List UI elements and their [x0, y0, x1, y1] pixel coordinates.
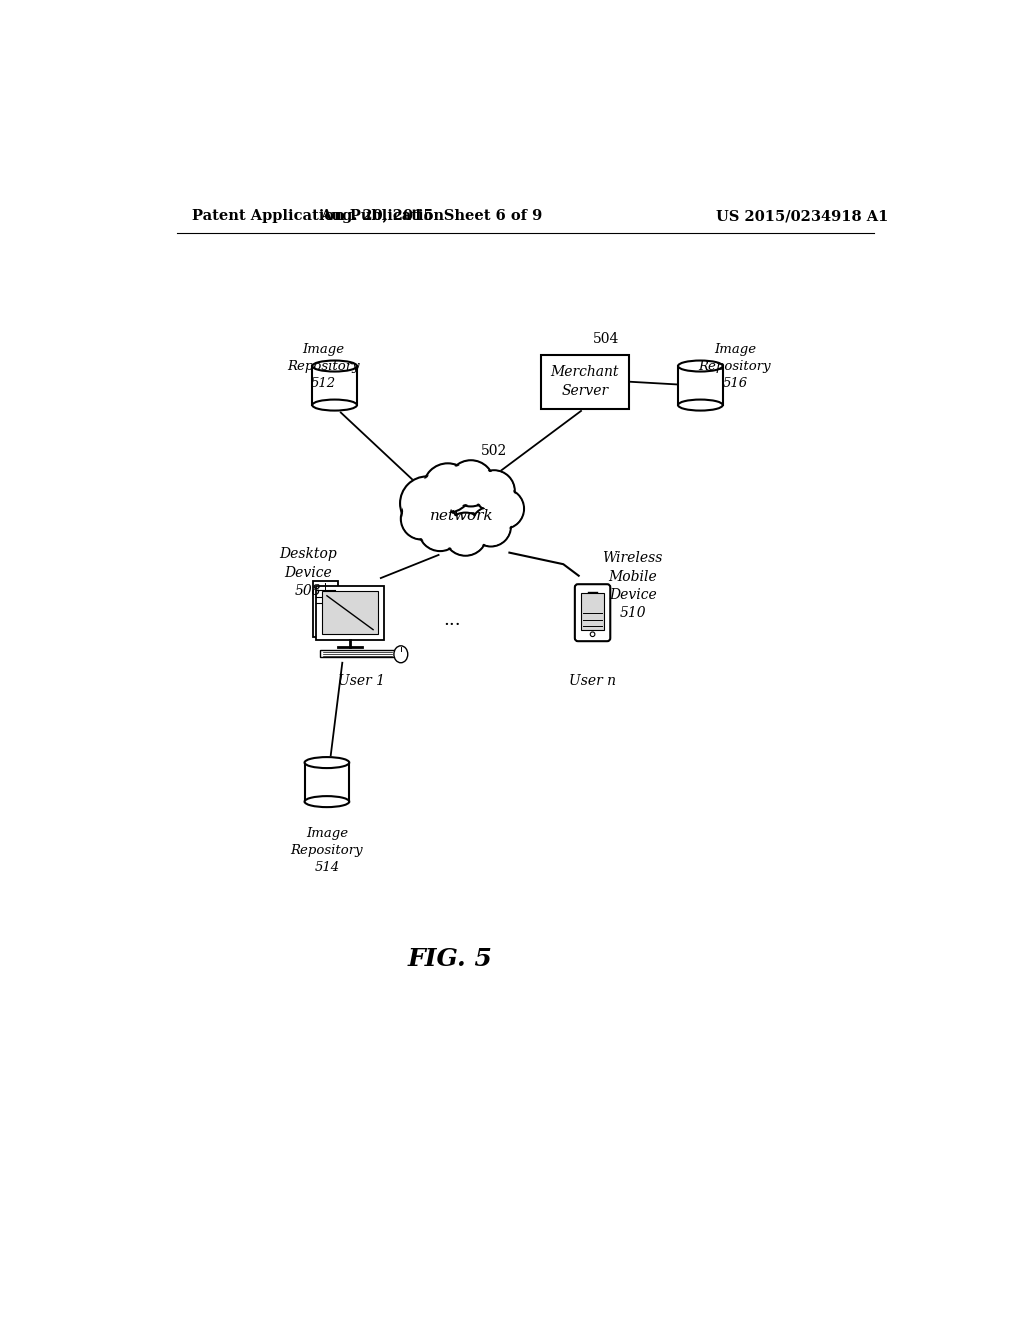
Text: network: network	[430, 510, 494, 524]
Text: 502: 502	[481, 444, 507, 458]
Text: Wireless
Mobile
Device
510: Wireless Mobile Device 510	[602, 552, 663, 620]
Ellipse shape	[678, 360, 723, 371]
Bar	[581, 594, 604, 631]
Circle shape	[402, 479, 452, 528]
Text: User n: User n	[569, 675, 616, 688]
Ellipse shape	[304, 796, 349, 807]
Circle shape	[421, 510, 460, 549]
Text: User 1: User 1	[338, 675, 385, 688]
Circle shape	[400, 477, 454, 531]
Circle shape	[473, 470, 515, 512]
Text: Image
Repository
516: Image Repository 516	[698, 343, 771, 391]
Circle shape	[402, 500, 440, 537]
FancyBboxPatch shape	[574, 585, 610, 642]
Bar	[313, 581, 338, 636]
Text: ...: ...	[443, 611, 461, 630]
Circle shape	[486, 491, 522, 527]
Circle shape	[471, 507, 511, 546]
Text: FIG. 5: FIG. 5	[408, 948, 493, 972]
Circle shape	[400, 498, 442, 540]
Bar	[304, 763, 349, 801]
Text: Merchant
Server: Merchant Server	[551, 364, 620, 399]
Bar	[678, 366, 723, 405]
Bar	[541, 355, 629, 409]
Ellipse shape	[678, 400, 723, 411]
Circle shape	[419, 508, 462, 552]
Circle shape	[475, 473, 513, 510]
Circle shape	[590, 632, 595, 636]
Text: Image
Repository
512: Image Repository 512	[287, 343, 359, 391]
Bar	[319, 651, 395, 657]
Circle shape	[473, 508, 509, 544]
Ellipse shape	[394, 645, 408, 663]
Text: US 2015/0234918 A1: US 2015/0234918 A1	[716, 209, 888, 223]
Bar	[323, 591, 378, 635]
Circle shape	[446, 515, 485, 553]
Circle shape	[323, 628, 328, 632]
Ellipse shape	[312, 360, 357, 371]
Text: Aug. 20, 2015  Sheet 6 of 9: Aug. 20, 2015 Sheet 6 of 9	[319, 209, 542, 223]
Circle shape	[423, 463, 472, 512]
Bar	[312, 366, 357, 405]
Text: Image
Repository
514: Image Repository 514	[291, 826, 364, 874]
Ellipse shape	[304, 758, 349, 768]
Ellipse shape	[312, 400, 357, 411]
Circle shape	[444, 512, 487, 556]
Text: Desktop
Device
508: Desktop Device 508	[279, 548, 337, 598]
Circle shape	[447, 461, 494, 507]
Circle shape	[484, 488, 524, 529]
Text: 504: 504	[593, 333, 618, 346]
Bar	[316, 586, 384, 640]
Circle shape	[451, 462, 492, 504]
Text: Patent Application Publication: Patent Application Publication	[193, 209, 444, 223]
Circle shape	[426, 466, 470, 510]
